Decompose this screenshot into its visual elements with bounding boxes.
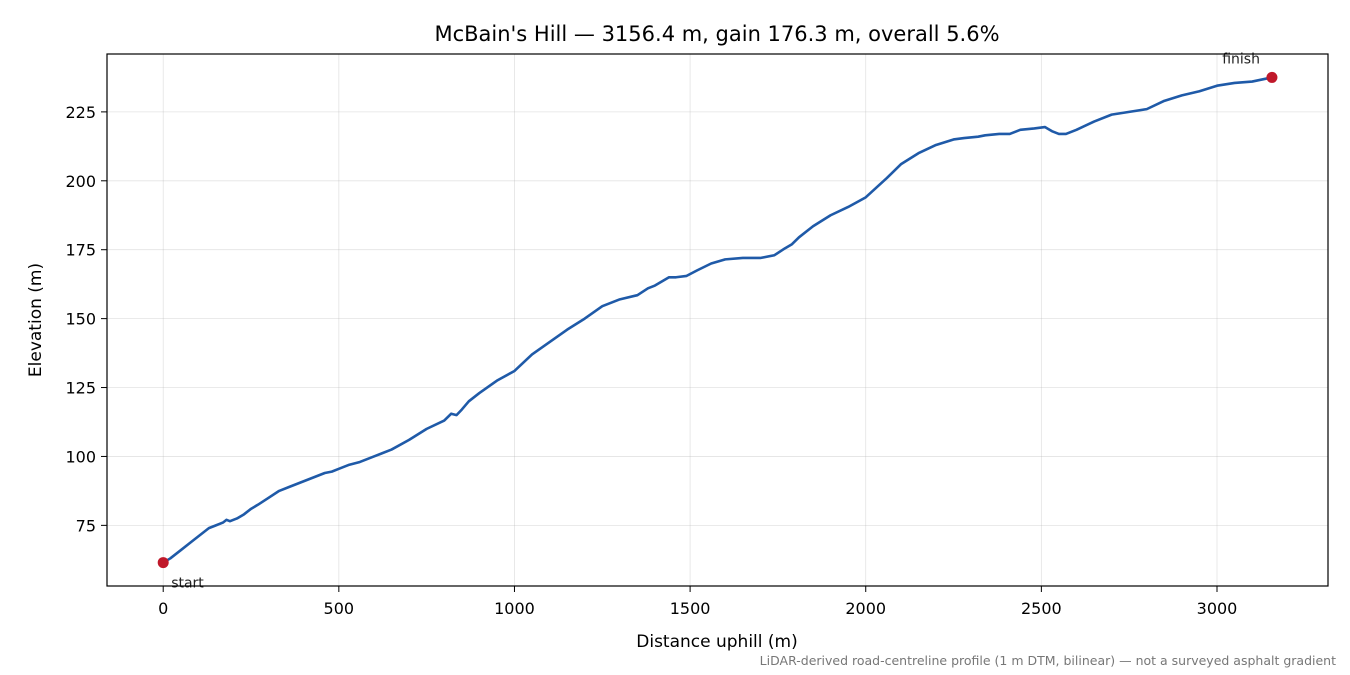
x-axis-ticks: 0 500 1000 1500 2000 2500 3000 [158, 586, 1237, 618]
y-tick-label: 200 [65, 172, 96, 191]
x-tick-label: 2500 [1021, 599, 1062, 618]
x-tick-label: 500 [324, 599, 355, 618]
elevation-line [161, 76, 1274, 564]
y-tick-label: 125 [65, 379, 96, 398]
y-tick-label: 150 [65, 310, 96, 329]
y-axis-ticks: 75 100 125 150 175 200 225 [65, 103, 107, 535]
x-tick-label: 2000 [845, 599, 886, 618]
start-marker [157, 557, 169, 569]
x-axis-label: Distance uphill (m) [636, 632, 797, 652]
plot-frame [106, 53, 1329, 587]
footnote: LiDAR-derived road-centreline profile (1… [760, 653, 1336, 668]
x-tick-label: 0 [158, 599, 168, 618]
y-axis-label: Elevation (m) [26, 263, 46, 377]
finish-label: finish [1222, 51, 1260, 67]
y-tick-label: 75 [76, 516, 96, 535]
endpoint-markers: start finish [157, 51, 1278, 592]
y-tick-label: 175 [65, 241, 96, 260]
start-label: start [171, 576, 204, 592]
y-tick-label: 225 [65, 103, 96, 122]
x-tick-label: 1000 [494, 599, 535, 618]
finish-marker [1266, 71, 1278, 83]
x-tick-label: 1500 [670, 599, 711, 618]
x-tick-label: 3000 [1197, 599, 1238, 618]
y-tick-label: 100 [65, 447, 96, 466]
chart-title: McBain's Hill — 3156.4 m, gain 176.3 m, … [434, 22, 999, 46]
